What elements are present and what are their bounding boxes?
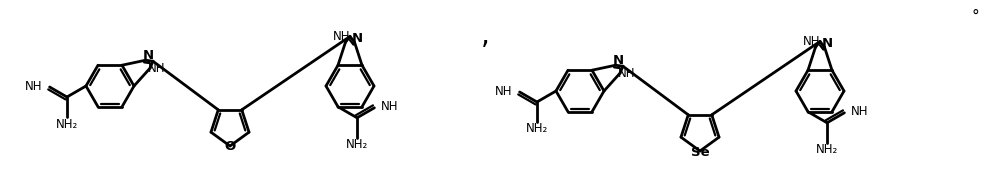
Text: Se: Se [691, 146, 709, 159]
Text: NH: NH [851, 105, 869, 118]
Text: NH: NH [25, 79, 43, 92]
Text: N: N [352, 32, 363, 45]
Text: N: N [142, 49, 154, 62]
Text: NH: NH [803, 35, 821, 48]
Text: NH: NH [618, 67, 636, 80]
Text: ,: , [481, 22, 489, 50]
Text: NH: NH [381, 100, 399, 113]
Text: NH: NH [148, 62, 166, 75]
Text: NH: NH [333, 30, 351, 43]
Text: O: O [224, 141, 236, 154]
Text: N: N [822, 36, 833, 49]
Text: NH₂: NH₂ [346, 138, 368, 151]
Text: NH₂: NH₂ [526, 122, 548, 135]
Text: NH: NH [495, 84, 513, 97]
Text: °: ° [971, 9, 979, 23]
Text: NH₂: NH₂ [816, 143, 838, 156]
Text: NH₂: NH₂ [56, 117, 78, 130]
Text: N: N [612, 54, 624, 67]
